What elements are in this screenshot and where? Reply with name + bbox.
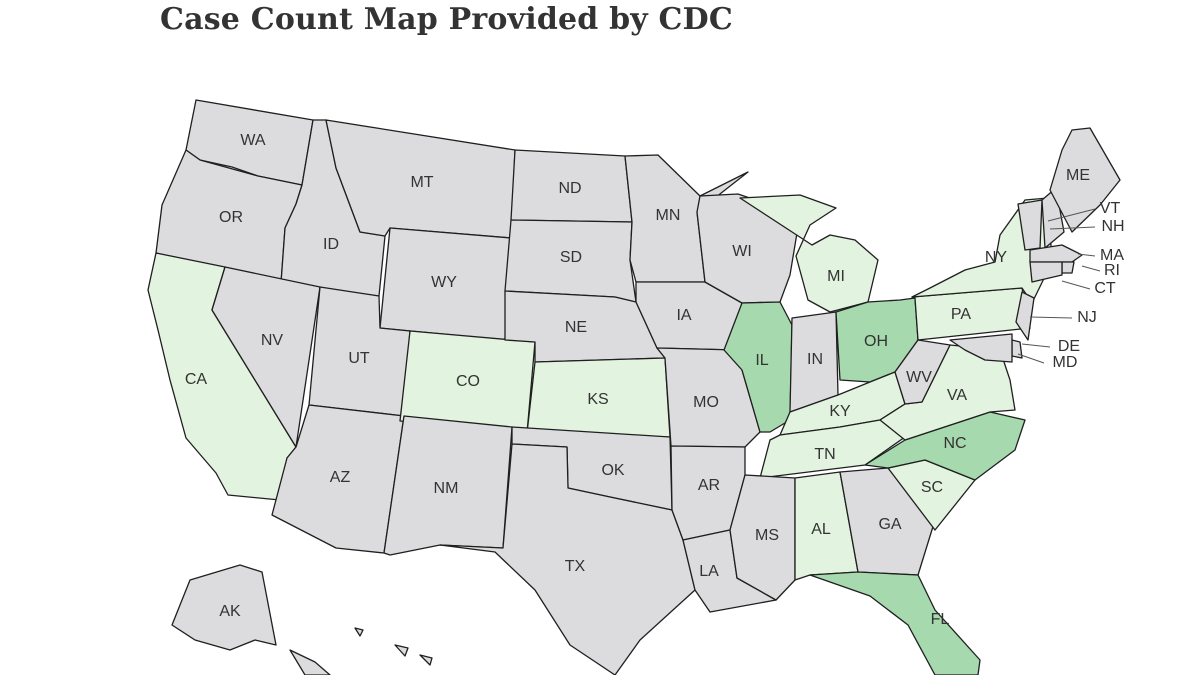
state-label-nv: NV	[261, 332, 284, 349]
state-label-nh: NH	[1101, 218, 1124, 235]
state-label-nj: NJ	[1077, 309, 1097, 326]
state-label-oh: OH	[864, 333, 888, 350]
state-mi[interactable]	[739, 194, 879, 313]
state-label-ma: MA	[1100, 247, 1124, 264]
state-label-il: IL	[755, 352, 768, 369]
state-label-ks: KS	[587, 391, 608, 408]
state-label-ok: OK	[601, 462, 624, 479]
state-label-ms: MS	[755, 527, 779, 544]
state-label-mt: MT	[410, 174, 433, 191]
state-tx[interactable]	[439, 443, 696, 675]
state-label-ga: GA	[878, 516, 901, 533]
state-label-me: ME	[1066, 167, 1090, 184]
state-ma[interactable]	[1029, 244, 1083, 263]
state-label-ak: AK	[219, 603, 241, 620]
map-title: Case Count Map Provided by CDC	[160, 2, 733, 37]
state-label-md: MD	[1053, 354, 1078, 371]
state-label-sd: SD	[560, 249, 582, 266]
state-label-fl: FL	[931, 611, 950, 628]
state-label-tx: TX	[565, 558, 586, 575]
state-label-tn: TN	[814, 446, 835, 463]
state-label-ky: KY	[829, 403, 851, 420]
state-label-mi: MI	[827, 268, 845, 285]
state-label-ut: UT	[348, 350, 370, 367]
state-label-ri: RI	[1104, 262, 1120, 279]
state-label-co: CO	[456, 373, 480, 390]
state-wv[interactable]	[894, 339, 951, 405]
state-label-va: VA	[947, 387, 967, 404]
state-label-or: OR	[219, 209, 243, 226]
state-label-ar: AR	[698, 477, 720, 494]
state-label-ia: IA	[676, 307, 691, 324]
state-label-az: AZ	[330, 469, 351, 486]
state-label-ny: NY	[985, 249, 1008, 266]
state-label-nd: ND	[558, 180, 581, 197]
state-label-sc: SC	[921, 479, 943, 496]
state-label-al: AL	[811, 521, 831, 538]
state-nj[interactable]	[1015, 291, 1035, 341]
state-label-in: IN	[807, 351, 823, 368]
state-label-nm: NM	[434, 480, 459, 497]
state-label-wy: WY	[431, 274, 457, 291]
state-label-la: LA	[699, 563, 719, 580]
state-md[interactable]	[949, 333, 1013, 363]
state-label-wi: WI	[732, 243, 752, 260]
state-label-ca: CA	[185, 371, 208, 388]
state-label-ct: CT	[1094, 280, 1116, 297]
state-label-pa: PA	[951, 306, 971, 323]
state-label-mo: MO	[693, 394, 719, 411]
state-il[interactable]	[723, 301, 793, 433]
state-label-vt: VT	[1100, 200, 1121, 217]
state-label-wa: WA	[240, 132, 266, 149]
state-label-id: ID	[323, 236, 339, 253]
state-ak[interactable]	[171, 564, 277, 651]
state-label-nc: NC	[943, 435, 966, 452]
state-label-de: DE	[1058, 338, 1080, 355]
state-hi[interactable]	[289, 627, 433, 675]
state-label-wv: WV	[906, 369, 932, 386]
state-label-mn: MN	[656, 207, 681, 224]
state-fl[interactable]	[809, 571, 981, 675]
state-ri[interactable]	[1061, 261, 1075, 274]
state-label-ne: NE	[565, 319, 587, 336]
state-ct[interactable]	[1029, 261, 1063, 283]
